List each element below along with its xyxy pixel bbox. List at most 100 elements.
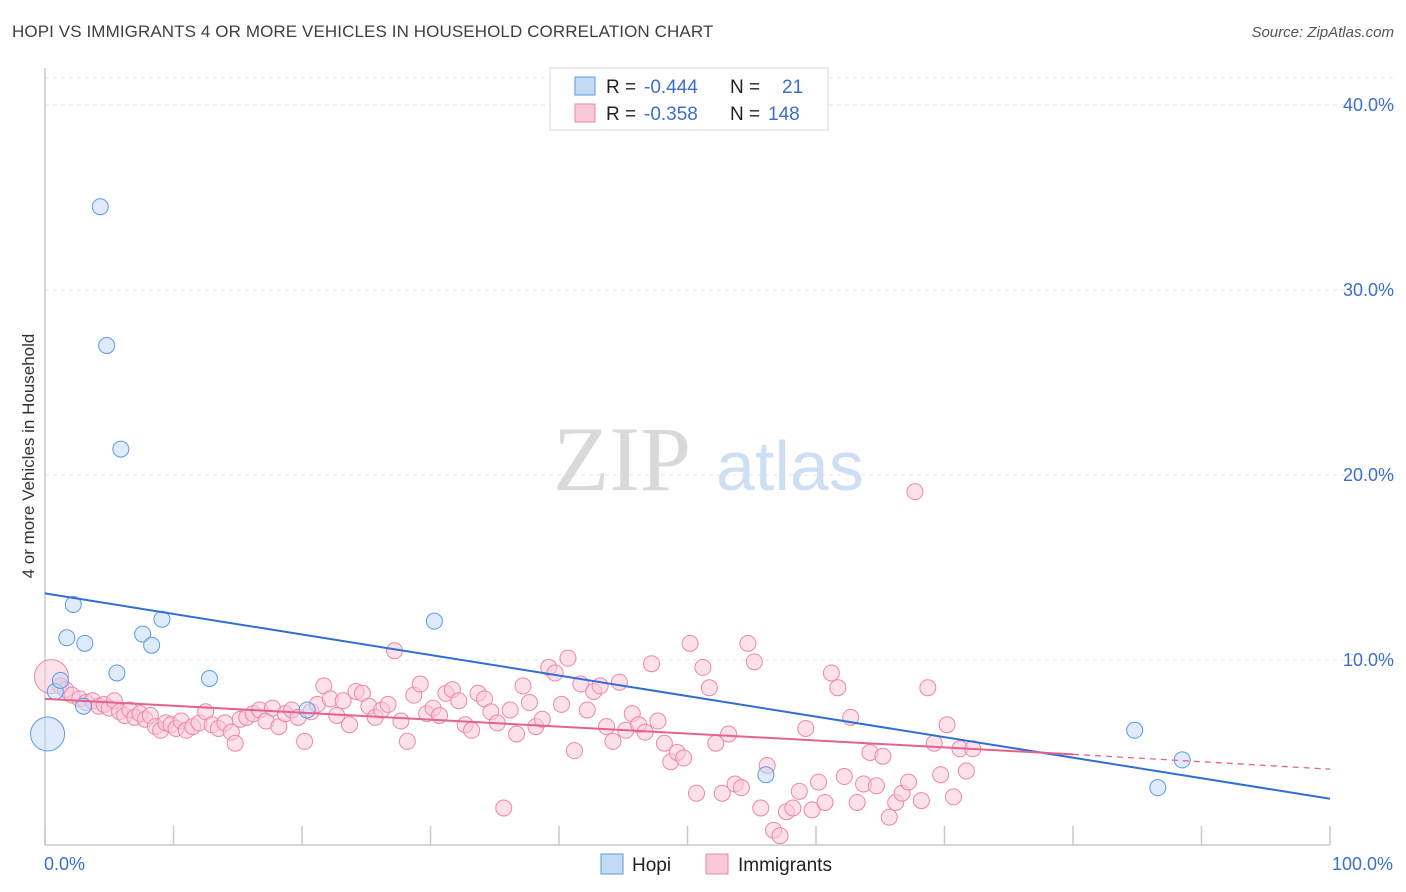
hopi-points [30, 198, 1191, 797]
immigrants-point-132 [867, 777, 885, 795]
immigrants-point-105 [694, 658, 712, 676]
hopi-point-12 [143, 636, 161, 654]
legend-r-value-hopi: -0.444 [644, 77, 698, 98]
hopi-point-14 [200, 670, 218, 687]
hopi-point-15 [298, 701, 316, 719]
immigrants-point-129 [848, 793, 866, 811]
legend-n-label-hopi: N = [730, 77, 760, 98]
immigrants-point-104 [687, 784, 705, 802]
immigrants-point-90 [598, 718, 616, 736]
immigrants-point-127 [835, 768, 853, 786]
hopi-point-4 [64, 596, 82, 613]
immigrants-point-142 [932, 766, 950, 784]
immigrants-trend-line-extension [1072, 753, 1331, 770]
immigrants-point-109 [720, 725, 738, 743]
immigrants-point-102 [675, 749, 693, 767]
legend-bottom: Hopi Immigrants [600, 853, 832, 876]
immigrants-trend-line [44, 697, 1074, 756]
legend-r-label-hopi: R = [606, 77, 636, 98]
legend-top: R = -0.444 N = 21 R = -0.358 N = 148 [549, 67, 829, 131]
legend-bottom-swatch-hopi [600, 853, 624, 875]
immigrants-point-111 [732, 779, 750, 797]
hopi-point-17 [757, 766, 775, 784]
immigrants-point-144 [944, 788, 962, 806]
watermark: ZIP atlas [553, 408, 864, 510]
immigrants-point-140 [919, 679, 937, 697]
hopi-point-10 [112, 440, 130, 458]
legend-n-value-hopi: 21 [782, 77, 803, 98]
chart-title: HOPI VS IMMIGRANTS 4 OR MORE VEHICLES IN… [12, 22, 714, 41]
immigrants-point-49 [334, 692, 352, 710]
x-tick-label-1: 100.0% [1332, 854, 1393, 874]
immigrants-point-108 [713, 784, 731, 802]
immigrants-point-125 [822, 664, 840, 682]
immigrants-point-124 [816, 793, 834, 811]
legend-bottom-label-hopi: Hopi [632, 855, 671, 876]
immigrants-point-85 [565, 742, 583, 760]
immigrants-point-78 [520, 694, 538, 712]
immigrants-point-80 [533, 710, 551, 728]
immigrants-point-58 [392, 712, 410, 730]
immigrants-point-103 [681, 634, 699, 652]
immigrants-point-59 [398, 732, 416, 750]
immigrants-point-143 [938, 716, 956, 734]
immigrants-point-121 [797, 719, 815, 737]
immigrants-point-32 [226, 734, 244, 752]
immigrants-point-77 [514, 677, 532, 695]
hopi-point-9 [108, 664, 126, 682]
immigrants-point-61 [411, 675, 429, 693]
legend-top-box [549, 67, 829, 131]
immigrants-point-87 [578, 701, 596, 719]
hopi-point-8 [98, 337, 116, 354]
immigrants-point-138 [906, 483, 924, 501]
y-tick-label-3: 40.0% [1343, 95, 1394, 115]
immigrants-point-43 [296, 732, 314, 750]
hopi-trend-line [44, 592, 1331, 800]
chart-source: Source: ZipAtlas.com [1251, 24, 1394, 41]
immigrants-point-75 [501, 701, 519, 719]
legend-swatch-hopi [574, 76, 596, 96]
hopi-point-18 [1126, 721, 1144, 739]
legend-r-value-immigrants: -0.358 [644, 104, 698, 125]
immigrants-point-123 [810, 773, 828, 791]
watermark-atlas: atlas [716, 427, 864, 505]
immigrants-point-99 [655, 734, 673, 752]
y-tick-label-1: 20.0% [1343, 465, 1394, 485]
legend-bottom-label-immigrants: Immigrants [738, 855, 832, 876]
immigrants-point-146 [957, 762, 975, 780]
immigrants-point-112 [739, 634, 757, 652]
immigrants-point-76 [508, 725, 526, 743]
y-tick-label-2: 30.0% [1343, 280, 1394, 300]
immigrants-point-97 [643, 655, 661, 673]
immigrants-point-98 [649, 712, 667, 730]
immigrants-point-117 [771, 827, 789, 845]
watermark-zip: ZIP [553, 408, 691, 510]
immigrants-point-83 [553, 695, 571, 713]
axes [44, 68, 1330, 846]
immigrants-point-56 [379, 695, 397, 713]
legend-n-label-immigrants: N = [730, 104, 760, 125]
immigrants-point-106 [700, 679, 718, 697]
immigrants-point-133 [874, 747, 892, 765]
immigrants-point-84 [559, 649, 577, 667]
legend-n-value-immigrants: 148 [768, 104, 800, 125]
immigrants-point-67 [450, 692, 468, 710]
immigrants-point-141 [925, 734, 943, 752]
immigrants-point-119 [784, 799, 802, 817]
legend-r-label-immigrants: R = [606, 104, 636, 125]
immigrants-point-126 [829, 679, 847, 697]
immigrants-point-69 [463, 721, 481, 739]
hopi-point-11 [134, 625, 152, 643]
hopi-point-3 [58, 629, 76, 647]
x-tick-label-0: 0.0% [44, 854, 85, 874]
immigrants-point-113 [745, 653, 763, 671]
immigrants-point-122 [803, 801, 821, 819]
trend-lines [44, 592, 1331, 800]
hopi-point-5 [75, 697, 93, 715]
y-axis-label: 4 or more Vehicles in Household [19, 334, 38, 579]
tick-labels: 10.0% 20.0% 30.0% 40.0% 0.0% 100.0% [44, 95, 1394, 874]
immigrants-point-134 [880, 808, 898, 826]
y-tick-label-0: 10.0% [1343, 650, 1394, 670]
immigrants-point-114 [752, 799, 770, 817]
